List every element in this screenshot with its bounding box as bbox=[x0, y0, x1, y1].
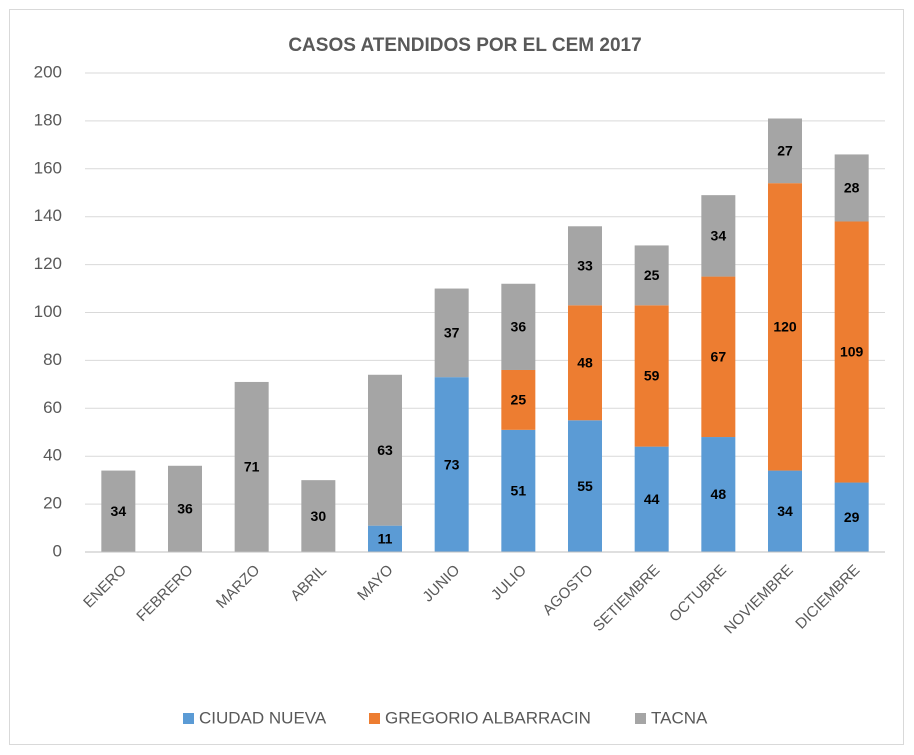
bar-segment bbox=[568, 420, 602, 552]
legend-swatch bbox=[369, 713, 380, 724]
data-label: 34 bbox=[711, 228, 727, 244]
y-tick-label: 200 bbox=[34, 62, 62, 81]
bar-segment bbox=[434, 377, 469, 552]
legend-label: GREGORIO ALBARRACIN bbox=[385, 708, 591, 727]
bar-segment bbox=[634, 245, 669, 306]
legend-label: CIUDAD NUEVA bbox=[199, 708, 327, 727]
data-label: 27 bbox=[777, 143, 793, 159]
y-tick-label: 100 bbox=[34, 302, 62, 321]
bar-segment bbox=[168, 465, 202, 552]
data-label: 109 bbox=[840, 344, 864, 360]
y-tick-label: 20 bbox=[43, 494, 62, 513]
y-tick-label: 140 bbox=[34, 206, 62, 225]
bar-segment bbox=[301, 480, 336, 552]
data-label: 25 bbox=[511, 392, 527, 408]
data-label: 34 bbox=[111, 503, 127, 519]
data-label: 55 bbox=[577, 478, 593, 494]
y-tick-label: 80 bbox=[43, 350, 62, 369]
bar-segment bbox=[701, 195, 736, 277]
data-label: 34 bbox=[777, 503, 793, 519]
data-label: 48 bbox=[711, 486, 727, 502]
chart-title: CASOS ATENDIDOS POR EL CEM 2017 bbox=[288, 35, 641, 56]
bar-segment bbox=[501, 369, 536, 430]
legend-swatch bbox=[635, 713, 646, 724]
data-label: 29 bbox=[844, 509, 860, 525]
bar-segment bbox=[101, 470, 136, 552]
legend-label: TACNA bbox=[651, 708, 708, 727]
bar-segment bbox=[634, 446, 669, 552]
data-label: 11 bbox=[378, 531, 393, 547]
data-label: 30 bbox=[311, 508, 327, 524]
bar-segment bbox=[501, 283, 536, 370]
data-label: 28 bbox=[844, 180, 860, 196]
bar-segment bbox=[834, 221, 869, 483]
bar-segment bbox=[768, 183, 802, 471]
bar-segment bbox=[634, 305, 669, 447]
data-label: 36 bbox=[177, 501, 193, 517]
data-label: 59 bbox=[644, 368, 660, 384]
data-label: 67 bbox=[711, 349, 727, 365]
data-label: 120 bbox=[773, 319, 797, 335]
bar-segment bbox=[368, 525, 402, 552]
y-tick-label: 160 bbox=[34, 158, 62, 177]
bar-segment bbox=[368, 374, 402, 526]
y-tick-label: 120 bbox=[34, 254, 62, 273]
bar-segment bbox=[568, 226, 602, 306]
y-tick-label: 0 bbox=[53, 541, 62, 560]
y-tick-label: 60 bbox=[43, 398, 62, 417]
data-label: 63 bbox=[377, 442, 393, 458]
data-label: 73 bbox=[444, 456, 460, 472]
y-tick-label: 180 bbox=[34, 110, 62, 129]
data-label: 37 bbox=[444, 325, 460, 341]
bar-segment bbox=[234, 381, 269, 552]
data-label: 44 bbox=[644, 491, 660, 507]
bar-segment bbox=[568, 305, 602, 421]
bar-segment bbox=[701, 437, 736, 552]
bar-segment bbox=[834, 154, 869, 222]
data-label: 33 bbox=[577, 258, 593, 274]
bar-segment bbox=[768, 118, 802, 184]
bar-segment bbox=[434, 288, 469, 378]
data-label: 51 bbox=[511, 483, 527, 499]
data-label: 36 bbox=[511, 319, 527, 335]
y-tick-label: 40 bbox=[43, 446, 62, 465]
data-label: 48 bbox=[577, 354, 593, 370]
bar-segment bbox=[501, 429, 536, 552]
bar-segment bbox=[701, 276, 736, 438]
bar-segment bbox=[768, 470, 802, 552]
data-label: 25 bbox=[644, 267, 660, 283]
bar-segment bbox=[834, 482, 869, 552]
legend-swatch bbox=[183, 713, 194, 724]
data-label: 71 bbox=[244, 459, 260, 475]
